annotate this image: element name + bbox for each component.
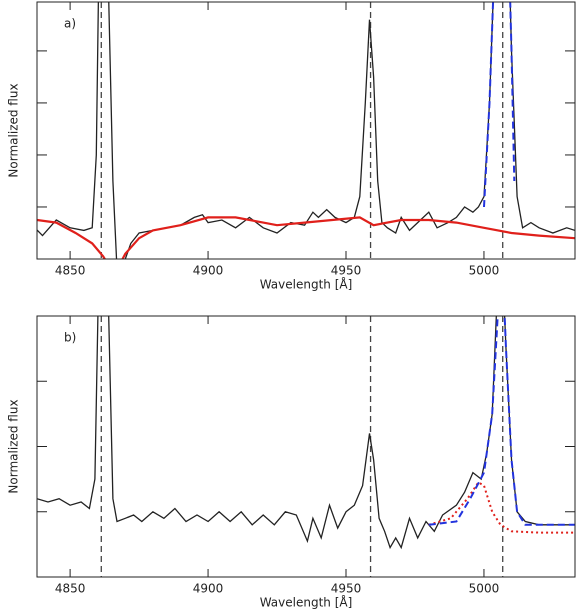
x-axis-label: Wavelength [Å] — [260, 595, 353, 610]
y-axis-label: Normalized flux — [7, 399, 21, 493]
x-tick-label: 4850 — [55, 582, 86, 596]
panel-label: b) — [64, 331, 76, 345]
panel-label: a) — [64, 17, 76, 31]
plot-area — [37, 316, 575, 577]
y-axis-label: Normalized flux — [7, 83, 21, 177]
axes-frame — [36, 1, 576, 260]
x-tick-label: 4950 — [331, 582, 362, 596]
series-line — [428, 316, 575, 526]
x-tick-label: 4850 — [55, 264, 86, 278]
x-axis-label: Wavelength [Å] — [260, 277, 353, 292]
x-tick-label: 4900 — [193, 582, 224, 596]
x-tick-label: 4900 — [193, 264, 224, 278]
x-tick-label: 5000 — [469, 582, 500, 596]
series-line — [483, 2, 516, 208]
plot-area — [37, 2, 575, 259]
series-line — [37, 2, 575, 259]
x-tick-label: 4950 — [331, 264, 362, 278]
series-line — [37, 216, 575, 259]
x-tick-label: 5000 — [469, 264, 500, 278]
series-line — [428, 481, 575, 534]
